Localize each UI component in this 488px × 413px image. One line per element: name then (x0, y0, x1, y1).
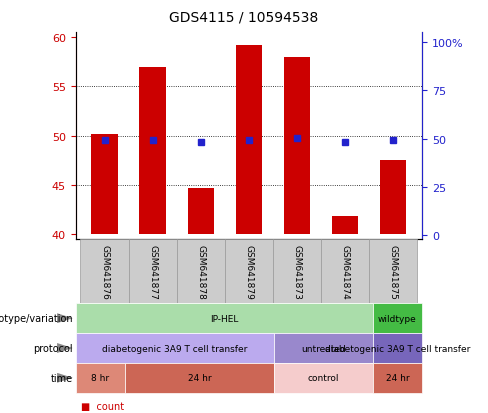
Text: 24 hr: 24 hr (386, 373, 409, 382)
Polygon shape (57, 313, 73, 323)
Polygon shape (57, 373, 73, 383)
Bar (284, 58, 310, 235)
Text: time: time (51, 373, 73, 383)
Text: GSM641879: GSM641879 (244, 244, 253, 299)
Text: GSM641874: GSM641874 (341, 244, 349, 299)
Text: GDS4115 / 10594538: GDS4115 / 10594538 (169, 10, 319, 24)
Bar (332, 217, 358, 235)
Bar (140, 67, 166, 235)
Bar (225, 240, 273, 304)
Text: GSM641875: GSM641875 (389, 244, 398, 299)
Text: GSM641873: GSM641873 (292, 244, 302, 299)
Text: wildtype: wildtype (378, 314, 417, 323)
Text: diabetogenic 3A9 T cell transfer: diabetogenic 3A9 T cell transfer (102, 344, 247, 353)
Bar (128, 240, 177, 304)
Text: control: control (307, 373, 339, 382)
Text: GSM641876: GSM641876 (100, 244, 109, 299)
Bar (236, 46, 262, 235)
Bar (187, 188, 214, 235)
Text: GSM641878: GSM641878 (196, 244, 205, 299)
Text: untreated: untreated (301, 344, 346, 353)
Bar (91, 134, 118, 235)
Text: protocol: protocol (34, 343, 73, 353)
Bar (380, 161, 407, 235)
Text: IP-HEL: IP-HEL (210, 314, 238, 323)
Bar (273, 240, 321, 304)
Bar (321, 240, 369, 304)
Text: ■  count: ■ count (81, 401, 123, 411)
Text: 24 hr: 24 hr (187, 373, 211, 382)
Text: diabetogenic 3A9 T cell transfer: diabetogenic 3A9 T cell transfer (325, 344, 470, 353)
Bar (177, 240, 225, 304)
Text: GSM641877: GSM641877 (148, 244, 157, 299)
Polygon shape (57, 343, 73, 353)
Bar (369, 240, 417, 304)
Text: genotype/variation: genotype/variation (0, 313, 73, 323)
Text: 8 hr: 8 hr (91, 373, 109, 382)
Bar (81, 240, 128, 304)
